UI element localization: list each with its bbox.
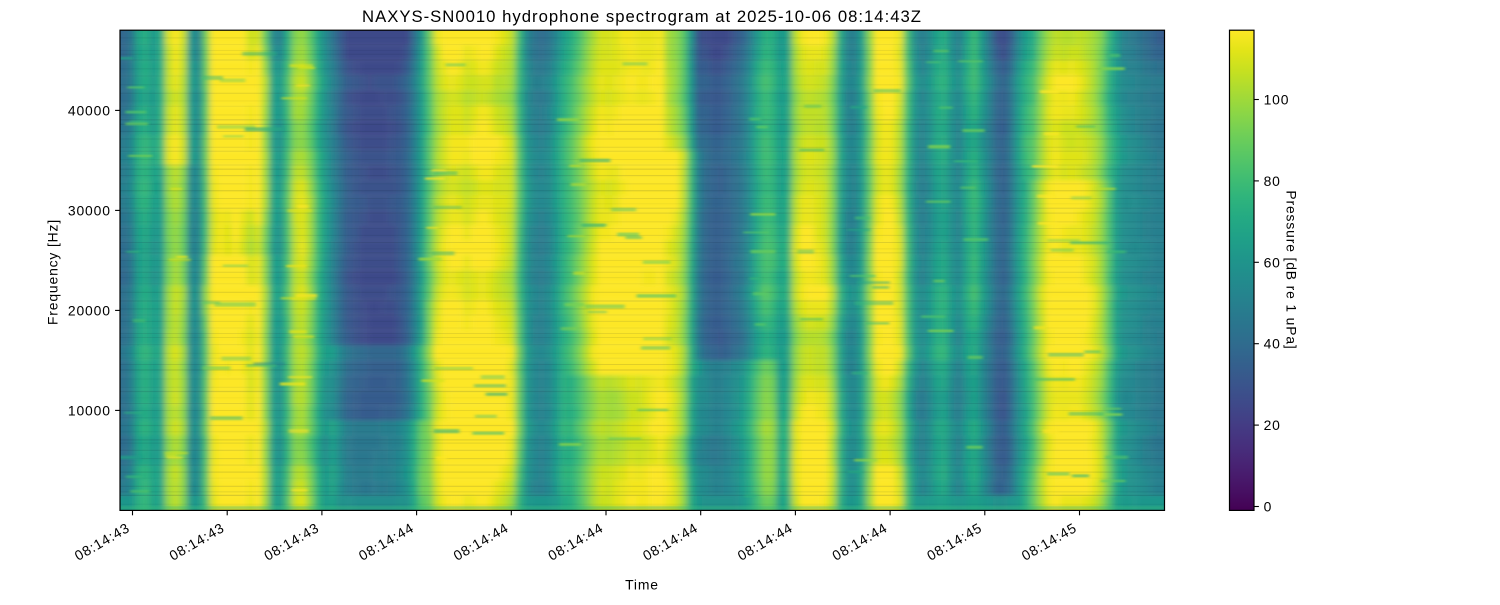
svg-text:100: 100 xyxy=(1264,92,1290,108)
svg-text:Pressure [dB re 1 uPa]: Pressure [dB re 1 uPa] xyxy=(1284,190,1300,349)
svg-text:0: 0 xyxy=(1264,499,1273,515)
svg-text:30000: 30000 xyxy=(68,202,111,218)
svg-text:40: 40 xyxy=(1264,336,1281,352)
svg-text:20000: 20000 xyxy=(68,302,111,318)
svg-text:Frequency [Hz]: Frequency [Hz] xyxy=(45,219,61,325)
svg-text:20: 20 xyxy=(1264,417,1281,433)
svg-text:40000: 40000 xyxy=(68,102,111,118)
svg-text:10000: 10000 xyxy=(68,402,111,418)
svg-text:NAXYS-SN0010 hydrophone spectr: NAXYS-SN0010 hydrophone spectrogram at 2… xyxy=(362,7,922,26)
svg-text:80: 80 xyxy=(1264,173,1281,189)
svg-text:60: 60 xyxy=(1264,254,1281,270)
svg-text:Time: Time xyxy=(625,577,659,593)
